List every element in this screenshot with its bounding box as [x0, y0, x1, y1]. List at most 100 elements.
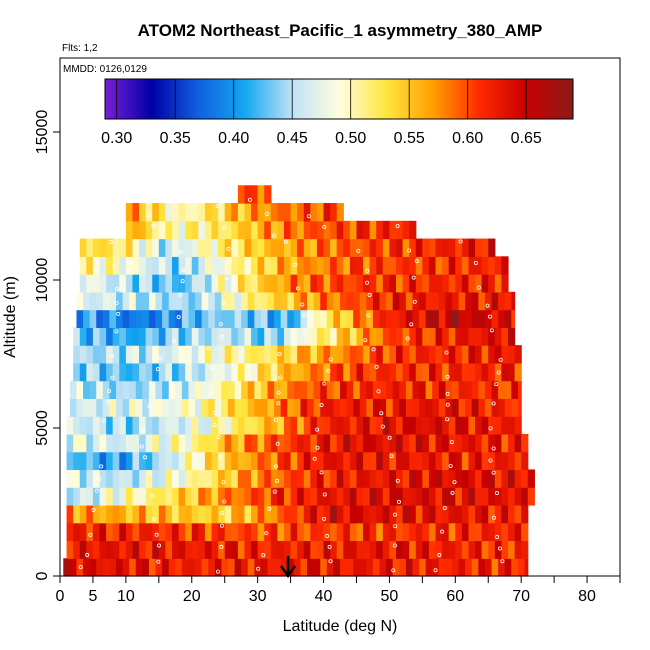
- heat-cell: [86, 504, 94, 524]
- heat-cell: [428, 256, 437, 275]
- heat-cell: [494, 345, 503, 364]
- sample-point: [325, 534, 330, 539]
- heat-cell: [415, 327, 423, 346]
- heat-cell: [481, 504, 489, 524]
- sample-point: [395, 478, 400, 483]
- heat-cell: [73, 362, 81, 382]
- heat-cell: [468, 522, 476, 542]
- heat-cell: [432, 291, 440, 311]
- heat-cell: [389, 345, 397, 364]
- heat-cell: [310, 504, 318, 524]
- heat-cell: [287, 398, 295, 417]
- heat-cell: [438, 380, 447, 399]
- heat-cell: [290, 433, 298, 453]
- heat-cell: [488, 274, 496, 293]
- heat-cell: [465, 291, 473, 311]
- heat-cell: [455, 504, 463, 524]
- heat-cell: [330, 256, 338, 275]
- heat-cell: [139, 540, 147, 559]
- heat-cell: [458, 398, 466, 417]
- heat-cell: [73, 504, 81, 524]
- heat-cell: [96, 558, 104, 577]
- heat-cell: [280, 291, 288, 311]
- heat-cell: [204, 345, 213, 364]
- heat-cell: [303, 238, 311, 257]
- heat-cell: [491, 558, 499, 577]
- heat-cell: [336, 451, 344, 471]
- heat-cell: [336, 203, 344, 222]
- heat-cell: [165, 203, 173, 222]
- heat-cell: [231, 540, 239, 559]
- heat-cell: [148, 380, 157, 399]
- heat-cell: [106, 274, 114, 293]
- heat-cell: [508, 540, 516, 559]
- heat-cell: [508, 327, 516, 346]
- heat-cell: [181, 398, 190, 417]
- heat-cell: [204, 256, 213, 275]
- sample-point: [219, 544, 224, 549]
- heat-cell: [172, 220, 180, 240]
- heat-cell: [139, 433, 147, 453]
- sample-point: [278, 375, 283, 380]
- heat-cell: [106, 522, 114, 542]
- heat-cell: [316, 274, 325, 293]
- heat-cell: [99, 345, 107, 364]
- heat-cell: [330, 433, 338, 453]
- heat-cell: [521, 433, 529, 453]
- heat-cell: [379, 309, 387, 328]
- sample-point: [88, 532, 93, 537]
- heat-cell: [389, 540, 397, 559]
- heat-cell: [86, 345, 94, 364]
- heat-cell: [152, 256, 160, 275]
- heat-cell: [290, 327, 298, 346]
- heat-cell: [310, 238, 318, 257]
- heat-cell: [396, 469, 404, 488]
- heat-cell: [99, 416, 107, 435]
- heat-cell: [491, 380, 499, 399]
- heat-cell: [119, 256, 127, 275]
- heat-cell: [455, 327, 463, 346]
- heat-cell: [356, 504, 364, 524]
- heat-cell: [158, 220, 167, 240]
- sample-point: [220, 510, 225, 515]
- heat-cell: [162, 309, 170, 328]
- heat-cell: [442, 238, 450, 257]
- sample-point: [264, 531, 269, 536]
- heat-cell: [455, 540, 463, 559]
- heat-cell: [316, 487, 325, 506]
- sample-point: [328, 559, 333, 564]
- heat-cell: [99, 469, 107, 488]
- heat-cell: [237, 487, 246, 506]
- heat-cell: [145, 522, 153, 542]
- heat-cell: [218, 238, 226, 257]
- heat-cell: [274, 398, 282, 417]
- heat-cell: [287, 291, 295, 311]
- heat-cell: [191, 433, 199, 453]
- heat-cell: [277, 220, 285, 240]
- heat-cell: [284, 203, 292, 222]
- x-tick-label: 40: [315, 588, 333, 605]
- heat-cell: [313, 380, 321, 399]
- heat-cell: [99, 487, 107, 506]
- heat-cell: [79, 362, 87, 382]
- heat-cell: [122, 398, 130, 417]
- sample-point: [495, 534, 500, 539]
- heat-cell: [172, 362, 180, 382]
- heat-cell: [488, 522, 496, 542]
- heat-cell: [330, 451, 338, 471]
- sample-point: [488, 426, 493, 431]
- heat-cell: [178, 203, 186, 222]
- heat-cell: [218, 274, 226, 293]
- heat-cell: [372, 291, 381, 311]
- y-axis-title: Altitude (m): [2, 276, 19, 358]
- heat-cell: [313, 291, 321, 311]
- heat-cell: [185, 274, 193, 293]
- heat-cell: [280, 309, 288, 328]
- heat-cell: [428, 274, 437, 293]
- heat-cell: [251, 469, 259, 488]
- heat-cell: [66, 416, 74, 435]
- heat-cell: [237, 504, 246, 524]
- heat-cell: [224, 522, 232, 542]
- heat-cell: [494, 522, 503, 542]
- heat-cell: [475, 540, 483, 559]
